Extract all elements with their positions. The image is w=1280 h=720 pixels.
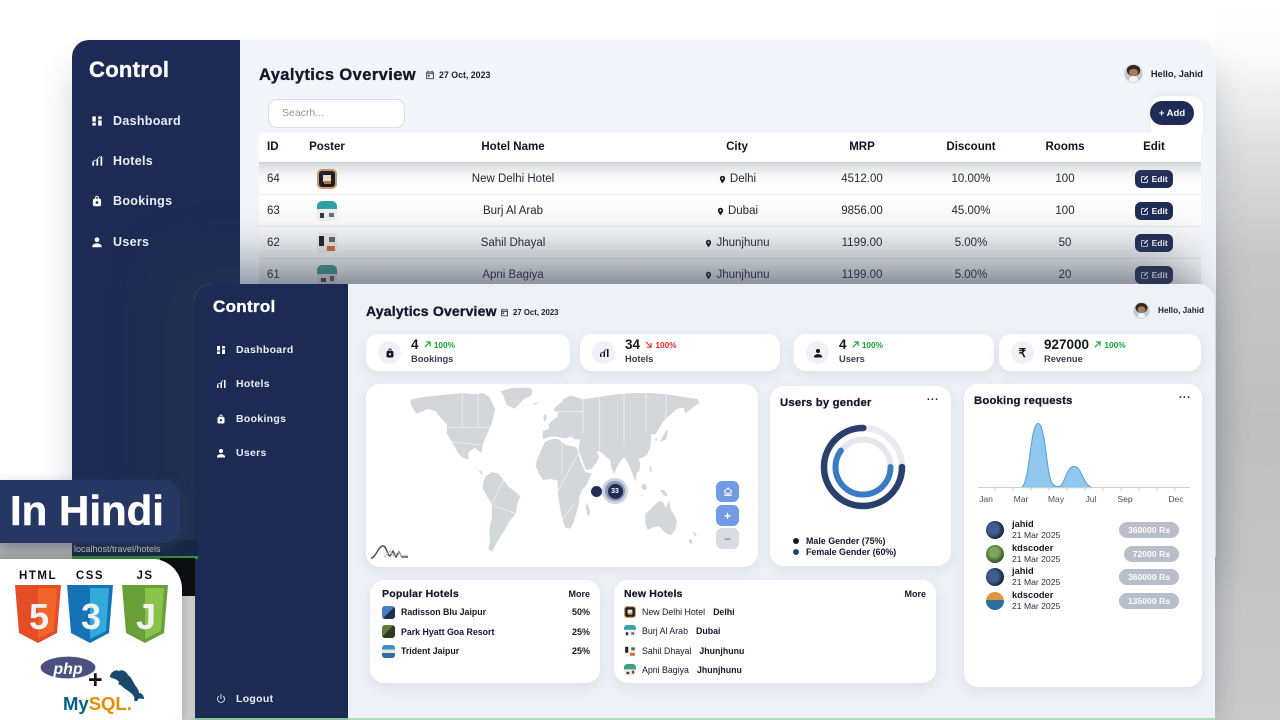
svg-text:J: J — [136, 596, 156, 637]
svg-text:5: 5 — [29, 596, 49, 637]
svg-text:php: php — [52, 661, 83, 678]
svg-text:3: 3 — [81, 596, 101, 637]
